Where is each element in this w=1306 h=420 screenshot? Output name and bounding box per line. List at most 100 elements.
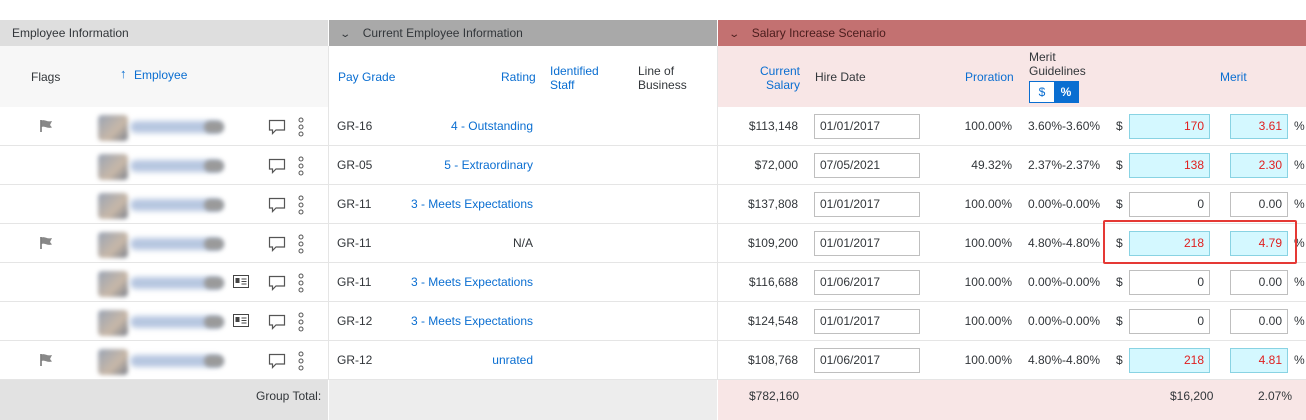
currency-symbol: $	[1116, 236, 1123, 250]
chevron-down-icon[interactable]: ⌄	[728, 29, 741, 40]
merit-guidelines-cell: 0.00%-0.00%	[1028, 275, 1101, 289]
hire-date-field[interactable]: 01/01/2017	[814, 231, 920, 256]
employee-name-redacted[interactable]	[130, 121, 222, 133]
column-employee[interactable]: Employee	[134, 68, 188, 82]
current-salary-cell: $113,148	[748, 119, 798, 133]
merit-amount-input[interactable]: 0	[1129, 192, 1210, 217]
rating-cell[interactable]: 5 - Extraordinary	[444, 158, 533, 172]
group-total-label: Group Total:	[256, 389, 322, 403]
employee-name-redacted[interactable]	[130, 355, 222, 367]
more-options-icon[interactable]	[298, 156, 304, 179]
column-proration[interactable]: Proration	[965, 70, 1014, 84]
more-options-icon[interactable]	[298, 234, 304, 257]
group-title-employee-info: Employee Information	[12, 26, 129, 40]
percent-symbol: %	[1294, 197, 1305, 211]
column-rating[interactable]: Rating	[501, 70, 536, 84]
pay-grade-cell: GR-05	[337, 158, 373, 172]
group-header-salary-scenario[interactable]: ⌄ Salary Increase Scenario	[717, 20, 1306, 46]
more-options-icon[interactable]	[298, 117, 304, 140]
toggle-percent-button[interactable]: %	[1054, 82, 1078, 102]
id-card-icon[interactable]	[233, 314, 249, 327]
column-merit[interactable]: Merit	[1220, 70, 1247, 84]
rating-cell: N/A	[512, 236, 533, 250]
pay-grade-cell: GR-11	[337, 236, 372, 250]
merit-percent-input[interactable]: 0.00	[1230, 270, 1288, 295]
avatar[interactable]	[98, 349, 128, 375]
column-current-salary[interactable]: Current Salary	[759, 64, 800, 92]
employee-name-redacted[interactable]	[130, 238, 222, 250]
comment-icon[interactable]	[268, 158, 286, 177]
merit-percent-input[interactable]: 0.00	[1230, 192, 1288, 217]
more-options-icon[interactable]	[298, 195, 304, 218]
hire-date-field[interactable]: 01/01/2017	[814, 192, 920, 217]
group-total-salary: $782,160	[749, 389, 800, 403]
merit-amount-input[interactable]: 138	[1129, 153, 1210, 178]
merit-amount-input[interactable]: 218	[1129, 231, 1210, 256]
merit-percent-input[interactable]: 2.30	[1230, 153, 1288, 178]
employee-name-redacted[interactable]	[130, 160, 222, 172]
currency-symbol: $	[1116, 119, 1123, 133]
employee-name-redacted[interactable]	[130, 277, 222, 289]
merit-amount-input[interactable]: 0	[1129, 309, 1210, 334]
rating-cell[interactable]: 4 - Outstanding	[450, 119, 533, 133]
proration-cell: 100.00%	[964, 353, 1012, 367]
proration-cell: 49.32%	[971, 158, 1012, 172]
column-header-current-info: Pay Grade Rating Identified Staff Line o…	[328, 46, 717, 108]
pay-grade-cell: GR-11	[337, 275, 372, 289]
id-card-icon[interactable]	[233, 275, 249, 288]
merit-percent-input[interactable]: 4.81	[1230, 348, 1288, 373]
flag-icon	[38, 236, 54, 253]
group-header-current-info[interactable]: ⌄ Current Employee Information	[328, 20, 717, 46]
comment-icon[interactable]	[268, 197, 286, 216]
hire-date-field[interactable]: 07/05/2021	[814, 153, 920, 178]
comment-icon[interactable]	[268, 353, 286, 372]
sort-asc-icon[interactable]: ↑	[120, 66, 127, 81]
employee-name-redacted[interactable]	[130, 316, 222, 328]
hire-date-field[interactable]: 01/01/2017	[814, 309, 920, 334]
employee-badge-redacted	[204, 238, 224, 250]
employee-name-redacted[interactable]	[130, 199, 222, 211]
toggle-dollar-button[interactable]: $	[1038, 85, 1046, 99]
column-pay-grade[interactable]: Pay Grade	[338, 70, 396, 84]
comment-icon[interactable]	[268, 314, 286, 333]
rating-cell[interactable]: 3 - Meets Expectations	[410, 275, 533, 289]
merit-guidelines-cell: 4.80%-4.80%	[1028, 353, 1101, 367]
employee-badge-redacted	[204, 121, 224, 133]
hire-date-field[interactable]: 01/06/2017	[814, 270, 920, 295]
hire-date-field[interactable]: 01/01/2017	[814, 114, 920, 139]
more-options-icon[interactable]	[298, 351, 304, 374]
group-total-merit-amount: $16,200	[1170, 389, 1214, 403]
merit-percent-input[interactable]: 3.61	[1230, 114, 1288, 139]
merit-percent-input[interactable]: 4.79	[1230, 231, 1288, 256]
comment-icon[interactable]	[268, 236, 286, 255]
avatar[interactable]	[98, 232, 128, 258]
employee-badge-redacted	[204, 199, 224, 211]
column-merit-guidelines: Merit Guidelines	[1029, 50, 1086, 78]
column-header-salary-scenario: Current Salary Hire Date Proration Merit…	[717, 46, 1306, 108]
rating-cell[interactable]: 3 - Meets Expectations	[410, 314, 533, 328]
avatar[interactable]	[98, 310, 128, 336]
employee-badge-redacted	[204, 355, 224, 367]
more-options-icon[interactable]	[298, 273, 304, 296]
column-identified-staff[interactable]: Identified Staff	[550, 64, 599, 92]
currency-percent-toggle[interactable]: $ %	[1029, 81, 1079, 103]
merit-percent-input[interactable]: 0.00	[1230, 309, 1288, 334]
rating-cell[interactable]: unrated	[492, 353, 533, 367]
table-row: GR-11 N/A $109,200 01/01/2017 100.00% 4.80%-4…	[0, 224, 1306, 263]
merit-amount-input[interactable]: 170	[1129, 114, 1210, 139]
merit-amount-input[interactable]: 218	[1129, 348, 1210, 373]
avatar[interactable]	[98, 193, 128, 219]
percent-symbol: %	[1294, 314, 1305, 328]
merit-amount-input[interactable]: 0	[1129, 270, 1210, 295]
avatar[interactable]	[98, 115, 128, 141]
hire-date-field[interactable]: 01/06/2017	[814, 348, 920, 373]
percent-symbol: %	[1294, 275, 1305, 289]
comment-icon[interactable]	[268, 119, 286, 138]
chevron-down-icon[interactable]: ⌄	[339, 29, 352, 40]
avatar[interactable]	[98, 271, 128, 297]
flag-icon	[38, 353, 54, 370]
comment-icon[interactable]	[268, 275, 286, 294]
rating-cell[interactable]: 3 - Meets Expectations	[410, 197, 533, 211]
avatar[interactable]	[98, 154, 128, 180]
more-options-icon[interactable]	[298, 312, 304, 335]
